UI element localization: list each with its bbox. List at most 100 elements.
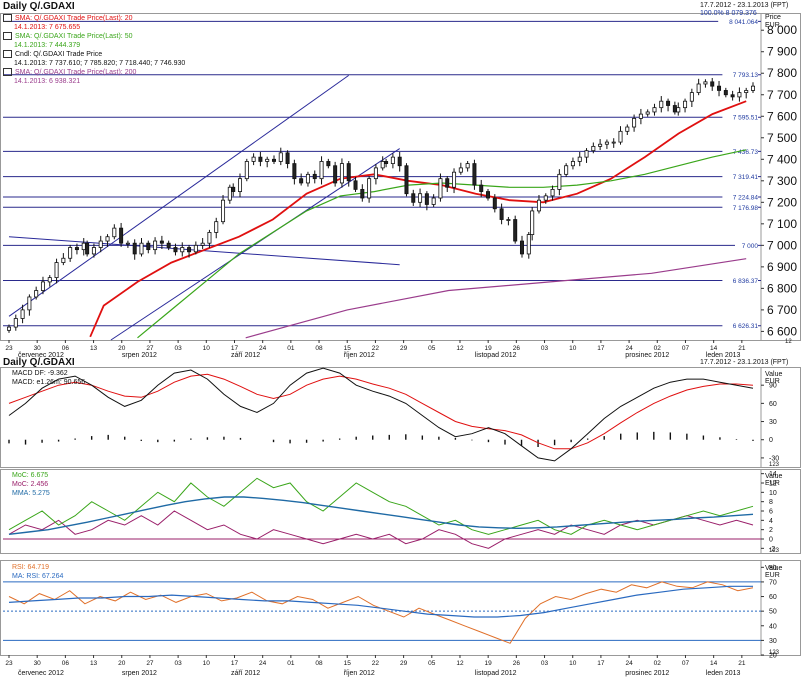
legend-sma20[interactable]: SMA: Q/.GDAXI Trade Price(Last): 20 [3, 14, 185, 23]
legend-candle[interactable]: Cndl: Q/.GDAXI Trade Price [3, 50, 185, 59]
candle-body [98, 240, 103, 248]
legend-moc-purple[interactable]: MoC: 2.456 [12, 481, 49, 488]
rsi-line [8, 581, 754, 644]
price-tick-label: 7 700 [767, 88, 797, 102]
rsi-tick-label: 20 [769, 653, 777, 660]
legend-candle-value: 14.1.2013: 7 737.610; 7 785.820; 7 718.4… [14, 60, 186, 67]
legend-moc-green[interactable]: MoC: 6.675 [12, 472, 49, 479]
price-level-label-bg [722, 172, 758, 181]
candle-body [737, 92, 742, 98]
rsi-tick-label: 30 [769, 638, 777, 645]
macd-axis-label: Value [765, 371, 783, 378]
legend-sma200-title: SMA: Q/.GDAXI Trade Price(Last): 200 [15, 69, 137, 76]
candle-body [519, 240, 524, 255]
legend-rsi-ma[interactable]: MA: RSI: 67.264 [12, 573, 64, 580]
price-tick-label: 6 700 [767, 303, 797, 317]
bottom-date-label: 23 [5, 660, 13, 667]
bottom-date-label: 24 [625, 660, 633, 667]
macd-legend: MACD DF: -9.362 MACD: e1.26m: 90.656 [12, 369, 85, 387]
macd-tick-label: 0 [769, 437, 773, 444]
candle-body [305, 173, 310, 184]
date-tick-label: 24 [259, 345, 267, 352]
macd-tick-label: 30 [769, 419, 777, 426]
momentum-axis-label: Value [765, 473, 783, 480]
candle-body [244, 161, 249, 180]
bottom-date-label: 20 [118, 660, 126, 667]
legend-sma50[interactable]: SMA: Q/.GDAXI Trade Price(Last): 50 [3, 32, 185, 41]
month-label: prosinec 2012 [625, 352, 669, 359]
legend-mma[interactable]: MMA: 5.275 [12, 490, 50, 497]
candle-body [292, 163, 297, 180]
candle-body [499, 208, 504, 220]
candle-body [61, 257, 66, 263]
legend-sma50-title: SMA: Q/.GDAXI Trade Price(Last): 50 [15, 33, 133, 40]
candle-body [390, 156, 395, 164]
bottom-date-label: 03 [541, 660, 549, 667]
bottom-month-label: prosinec 2012 [625, 670, 669, 677]
candle-body [360, 189, 365, 199]
legend-macd[interactable]: MACD: e1.26m: 90.656 [12, 379, 86, 386]
candle-body [173, 247, 178, 253]
price-level-label: 6 626.31 [733, 323, 759, 330]
momentum-tick-label: 2 [769, 527, 773, 534]
legend-sma50-value: 14.1.2013: 7 444.379 [14, 42, 81, 49]
candle-body [438, 178, 443, 199]
date-tick-label: 10 [203, 345, 211, 352]
lower-date-range: 17.7.2012 - 23.1.2013 (FPT) [700, 359, 789, 366]
price-tick-label: 7 100 [767, 217, 797, 231]
candle-body [564, 165, 569, 175]
legend-sma200[interactable]: SMA: Q/.GDAXI Trade Price(Last): 200 [3, 68, 185, 77]
bottom-date-label: 12 [456, 660, 464, 667]
date-tick-label: 14 [710, 345, 718, 352]
price-level-label: 8 041.064 [729, 19, 758, 26]
macd-line [8, 367, 754, 462]
candle-body [618, 130, 623, 143]
date-tick-label: 21 [738, 345, 746, 352]
price-tick-label: 6 800 [767, 281, 797, 295]
legend-macd-df[interactable]: MACD DF: -9.362 [12, 370, 68, 377]
date-tick-label: 12 [456, 345, 464, 352]
candle-body [200, 242, 205, 246]
candle-body [431, 197, 436, 205]
candle-body [27, 296, 32, 311]
candle-body [132, 242, 137, 255]
candle-body [723, 90, 728, 96]
price-tick-label: 7 300 [767, 174, 797, 188]
macd-signal-line [8, 373, 754, 450]
candle-body [659, 100, 664, 109]
candle-body [577, 156, 582, 162]
price-level-label-bg [722, 321, 758, 330]
legend-rsi[interactable]: RSI: 64.719 [12, 564, 49, 571]
candle-body [530, 210, 535, 235]
candle-body [513, 219, 518, 242]
candle-body [710, 81, 715, 87]
price-level-label-bg [722, 70, 758, 79]
indicator-icon [3, 14, 12, 23]
candle-body [465, 163, 470, 169]
bottom-date-label: 08 [315, 660, 323, 667]
date-tick-label: 27 [146, 345, 154, 352]
indicator-icon [3, 68, 12, 77]
candle-body [265, 158, 270, 162]
candle-body [227, 186, 232, 201]
candle-body [333, 165, 338, 184]
momentum-tick-label: 8 [769, 499, 773, 506]
candle-body [625, 126, 630, 132]
candle-body [312, 173, 317, 180]
bottom-date-label: 17 [597, 660, 605, 667]
date-tick-label: 19 [485, 345, 493, 352]
bottom-date-label: 01 [287, 660, 295, 667]
bottom-date-label: 07 [682, 660, 690, 667]
price-level-label-bg [718, 17, 758, 26]
rsi-tick-label: 50 [769, 609, 777, 616]
trendline [110, 148, 400, 341]
sma-line [245, 258, 747, 339]
candle-body [751, 85, 756, 91]
sma-line [137, 149, 747, 339]
bottom-month-label: červenec 2012 [18, 670, 64, 677]
price-level-label: 7 000 [742, 243, 759, 250]
price-tick-label: 7 400 [767, 152, 797, 166]
date-tick-label: 05 [428, 345, 436, 352]
